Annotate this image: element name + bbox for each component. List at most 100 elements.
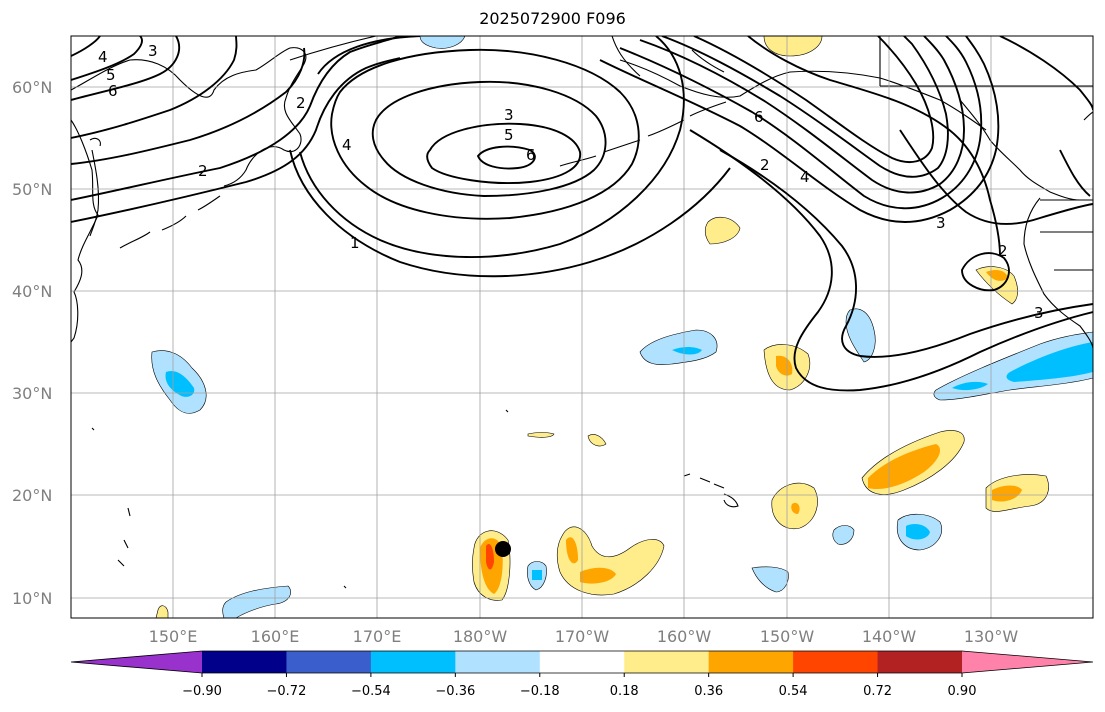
lat-label: 40°N: [12, 282, 52, 301]
contour-east-4: [639, 36, 965, 194]
coastline-hawaii: [683, 473, 739, 508]
anomaly-blob-orange: [566, 537, 578, 564]
graticule: [71, 36, 1093, 618]
coastline-bc: [959, 99, 1081, 201]
anomaly-blob-yellow: [587, 434, 607, 447]
coastline-sakhalin: [89, 149, 100, 237]
lon-label: 170°W: [555, 627, 610, 646]
coastline-alaska-north: [611, 36, 725, 77]
lat-label: 20°N: [12, 486, 52, 505]
colorbar-swatch: [455, 651, 541, 673]
lon-label: 160°W: [657, 627, 712, 646]
colorbar-tick-label: 0.54: [779, 684, 808, 699]
anomaly-blob-blue: [832, 525, 855, 545]
anomaly-blob-blue: [845, 308, 876, 363]
contour-label: 3: [148, 42, 158, 60]
contour-small-2: [961, 252, 1010, 292]
coastline-alaska: [619, 59, 987, 131]
anomaly-blob-blue: [222, 585, 291, 618]
coastline-border: [1040, 199, 1093, 271]
contour-west-6: [71, 36, 181, 101]
contour-central-1: [289, 149, 731, 278]
contour-label: 4: [98, 48, 108, 66]
contour-label: 6: [526, 146, 536, 164]
anomaly-blob-orange: [986, 270, 1008, 281]
anomaly-blob-blue-core: [532, 570, 542, 580]
contour-central-5: [426, 122, 581, 185]
contour-central-2: [299, 36, 685, 258]
contour-label: 5: [504, 126, 514, 144]
anomaly-blob-blue-core: [906, 524, 930, 540]
coastline-pacific-nw: [1023, 197, 1093, 349]
contour-label: 5: [106, 66, 116, 84]
contour-west-3: [71, 36, 238, 139]
contour-label: 3: [1034, 304, 1044, 322]
contour-west-0: [71, 57, 401, 223]
contour-west-1: [71, 36, 401, 201]
anomaly-blob-orange: [868, 444, 940, 490]
contour-central-4: [371, 80, 607, 197]
colorbar-swatch: [286, 651, 372, 673]
latitude-labels: 60°N 50°N 40°N 30°N 20°N 10°N: [12, 78, 52, 608]
anomaly-blob-blue-core: [1006, 342, 1093, 382]
coastline-small-islands: [91, 409, 509, 589]
colorbar-extend-low: [71, 651, 202, 673]
lat-label: 50°N: [12, 180, 52, 199]
colorbar-tick-label: −0.90: [182, 684, 222, 699]
colorbar-swatch: [708, 651, 794, 673]
colorbar: [70, 650, 1094, 674]
colorbar-tick-label: 0.90: [948, 684, 977, 699]
lat-label: 60°N: [12, 78, 52, 97]
anomaly-blob-blue: [751, 566, 789, 593]
contour-label: 3: [504, 106, 514, 124]
map-frame: [70, 35, 1094, 619]
contour-label: 2: [760, 156, 770, 174]
contour-west-5: [71, 36, 143, 81]
contour-west-4: [71, 36, 101, 57]
lon-label: 160°E: [251, 627, 300, 646]
lon-label: 140°W: [862, 627, 917, 646]
coastline-kamchatka: [71, 47, 307, 187]
contour-east-3: [619, 36, 983, 210]
coastlines: [71, 36, 1093, 589]
colorbar-swatch: [202, 651, 287, 673]
contour-label: 4: [800, 168, 810, 186]
colorbar-tick-label: 0.72: [863, 684, 892, 699]
lat-label: 10°N: [12, 589, 52, 608]
anomaly-blob-blue: [419, 36, 466, 49]
colorbar-tick-label: −0.36: [435, 684, 475, 699]
anomaly-blob-orange: [776, 355, 793, 376]
colorbar-swatch: [539, 651, 625, 673]
contour-trough-3: [689, 129, 1093, 392]
anomaly-shading: [151, 36, 1093, 618]
anomaly-blob-red: [486, 543, 494, 570]
colorbar-tick-label: 0.18: [610, 684, 639, 699]
coastline-chukotka: [289, 36, 377, 61]
coastline-asia: [71, 119, 99, 343]
colorbar-swatch: [877, 651, 963, 673]
contour-label: 6: [108, 82, 118, 100]
anomaly-blob-orange: [791, 502, 800, 514]
contour-trough-2b: [899, 129, 1093, 226]
anomaly-blob-orange: [580, 567, 616, 584]
anomaly-blob-yellow: [155, 605, 169, 618]
contour-trough-2: [747, 36, 1001, 257]
anomaly-blob-blue: [639, 329, 718, 365]
colorbar-tick-label: −0.54: [351, 684, 391, 699]
contour-label: 3: [936, 214, 946, 232]
colorbar-extend-high: [962, 651, 1093, 673]
lon-label: 150°E: [149, 627, 198, 646]
contour-label: 2: [998, 242, 1008, 260]
colorbar-swatch: [370, 651, 456, 673]
contour-west-2: [71, 47, 306, 165]
contour-east-1b: [1059, 149, 1091, 197]
anomaly-blob-yellow: [704, 216, 741, 245]
contour-east-6: [693, 36, 935, 163]
contour-label: 4: [342, 136, 352, 154]
lon-label: 170°E: [353, 627, 402, 646]
colorbar-tick-label: 0.36: [694, 684, 723, 699]
coastline-canada: [879, 36, 1093, 87]
lon-label: 180°W: [453, 627, 508, 646]
contour-east-2: [599, 36, 1000, 223]
